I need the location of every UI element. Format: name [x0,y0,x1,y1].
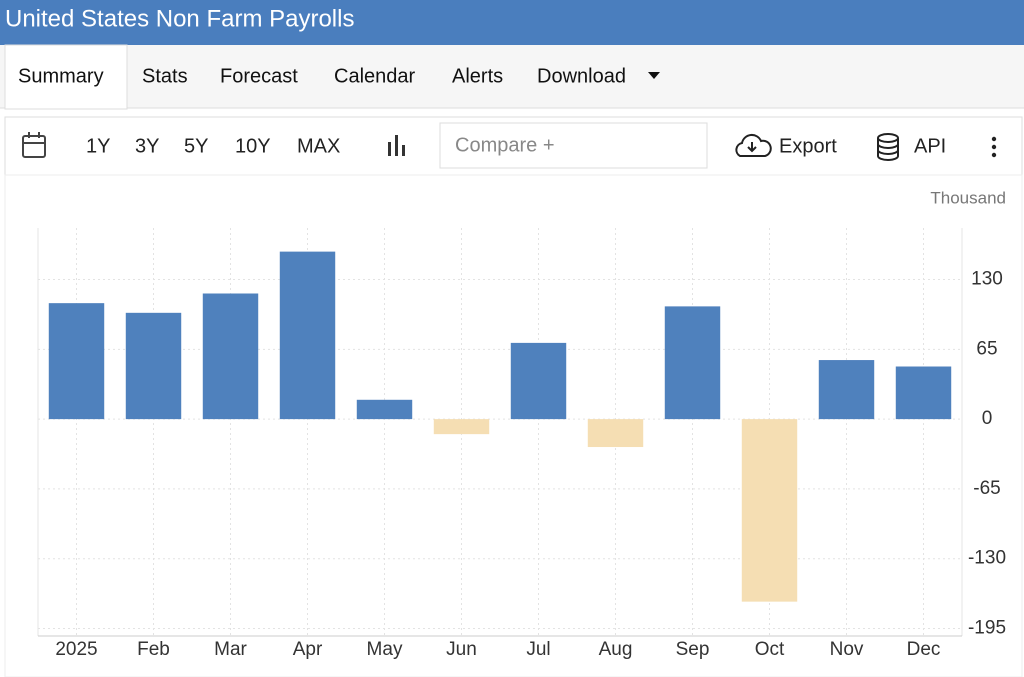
x-tick-label: Jun [446,639,477,660]
bar [587,419,644,448]
api-button[interactable]: API [914,135,946,157]
tab[interactable]: Calendar [334,65,416,87]
y-tick-label: -195 [968,617,1006,638]
range-button[interactable]: 3Y [135,135,159,157]
range-button[interactable]: MAX [297,135,340,157]
bar [48,303,105,420]
x-tick-label: Sep [676,639,710,660]
bar [433,419,490,435]
calendar-icon[interactable] [22,132,46,158]
x-tick-label: Aug [599,639,633,660]
compare-placeholder: Compare + [455,134,555,156]
bar [356,399,413,420]
range-button[interactable]: 10Y [235,135,271,157]
bar [279,251,336,420]
tab[interactable]: Stats [142,65,188,87]
tab[interactable]: Alerts [452,65,503,87]
bar [510,342,567,420]
x-tick-label: Feb [137,639,170,660]
dropdown-caret[interactable] [648,72,660,79]
header-bar [0,0,1024,45]
y-tick-label: 0 [982,408,993,429]
bar [895,366,952,420]
active-tab [4,44,128,110]
bar [664,306,721,420]
bar [741,419,798,602]
x-tick-label: May [367,639,403,660]
y-tick-label: -130 [968,548,1006,569]
tab-bar [0,45,1024,108]
x-tick-label: Oct [755,639,785,660]
bar [202,293,259,420]
more-menu[interactable] [991,136,997,158]
api-icon[interactable] [877,133,899,161]
x-tick-label: 2025 [55,639,97,660]
page-title: United States Non Farm Payrolls [5,5,354,32]
tab[interactable]: Download [537,65,626,87]
y-tick-label: 65 [976,338,997,359]
x-tick-label: Dec [907,639,941,660]
export-button[interactable]: Export [779,135,837,157]
tab[interactable]: Summary [18,65,104,87]
range-button[interactable]: 5Y [184,135,208,157]
x-tick-label: Jul [526,639,550,660]
compare-input[interactable] [439,122,708,169]
x-tick-label: Mar [214,639,247,660]
unit-label: Thousand [930,188,1006,207]
bar [125,312,182,420]
y-tick-label: -65 [973,478,1000,499]
chart-frame [4,174,1023,677]
bar [818,360,875,420]
x-tick-label: Apr [293,639,323,660]
x-tick-label: Nov [830,639,864,660]
y-tick-label: 130 [971,269,1003,290]
range-button[interactable]: 1Y [86,135,110,157]
tab[interactable]: Forecast [220,65,298,87]
chart-type-icon[interactable] [388,135,405,156]
export-icon[interactable] [735,133,772,157]
